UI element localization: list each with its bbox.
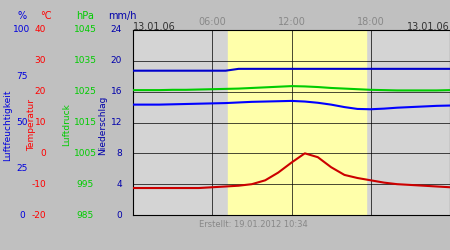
Text: Niederschlag: Niederschlag xyxy=(99,95,108,155)
Text: 25: 25 xyxy=(16,164,28,173)
Bar xyxy=(228,30,366,215)
Text: 985: 985 xyxy=(76,210,94,220)
Text: 0: 0 xyxy=(40,149,46,158)
Text: 30: 30 xyxy=(35,56,46,65)
Text: Erstellt: 19.01.2012 10:34: Erstellt: 19.01.2012 10:34 xyxy=(199,220,308,229)
Text: 1005: 1005 xyxy=(73,149,96,158)
Text: 13.01.06: 13.01.06 xyxy=(133,22,176,32)
Text: Luftfeuchtigkeit: Luftfeuchtigkeit xyxy=(4,89,13,161)
Text: 100: 100 xyxy=(14,26,31,35)
Text: Luftdruck: Luftdruck xyxy=(63,104,72,146)
Text: %: % xyxy=(18,11,27,21)
Text: 20: 20 xyxy=(111,56,122,65)
Text: 24: 24 xyxy=(111,26,122,35)
Text: °C: °C xyxy=(40,11,52,21)
Text: 10: 10 xyxy=(35,118,46,127)
Text: 1045: 1045 xyxy=(73,26,96,35)
Text: 40: 40 xyxy=(35,26,46,35)
Text: Temperatur: Temperatur xyxy=(27,99,36,151)
Text: 0: 0 xyxy=(19,210,25,220)
Text: -20: -20 xyxy=(32,210,46,220)
Text: 12: 12 xyxy=(111,118,122,127)
Text: 4: 4 xyxy=(117,180,122,189)
Text: 0: 0 xyxy=(116,210,122,220)
Text: 1035: 1035 xyxy=(73,56,96,65)
Text: hPa: hPa xyxy=(76,11,94,21)
Text: 20: 20 xyxy=(35,87,46,96)
Text: mm/h: mm/h xyxy=(108,11,136,21)
Text: 13.01.06: 13.01.06 xyxy=(407,22,450,32)
Text: 75: 75 xyxy=(16,72,28,81)
Text: 995: 995 xyxy=(76,180,94,189)
Text: 1025: 1025 xyxy=(73,87,96,96)
Text: -10: -10 xyxy=(31,180,46,189)
Text: 16: 16 xyxy=(111,87,122,96)
Text: 8: 8 xyxy=(116,149,122,158)
Text: 1015: 1015 xyxy=(73,118,96,127)
Text: 50: 50 xyxy=(16,118,28,127)
